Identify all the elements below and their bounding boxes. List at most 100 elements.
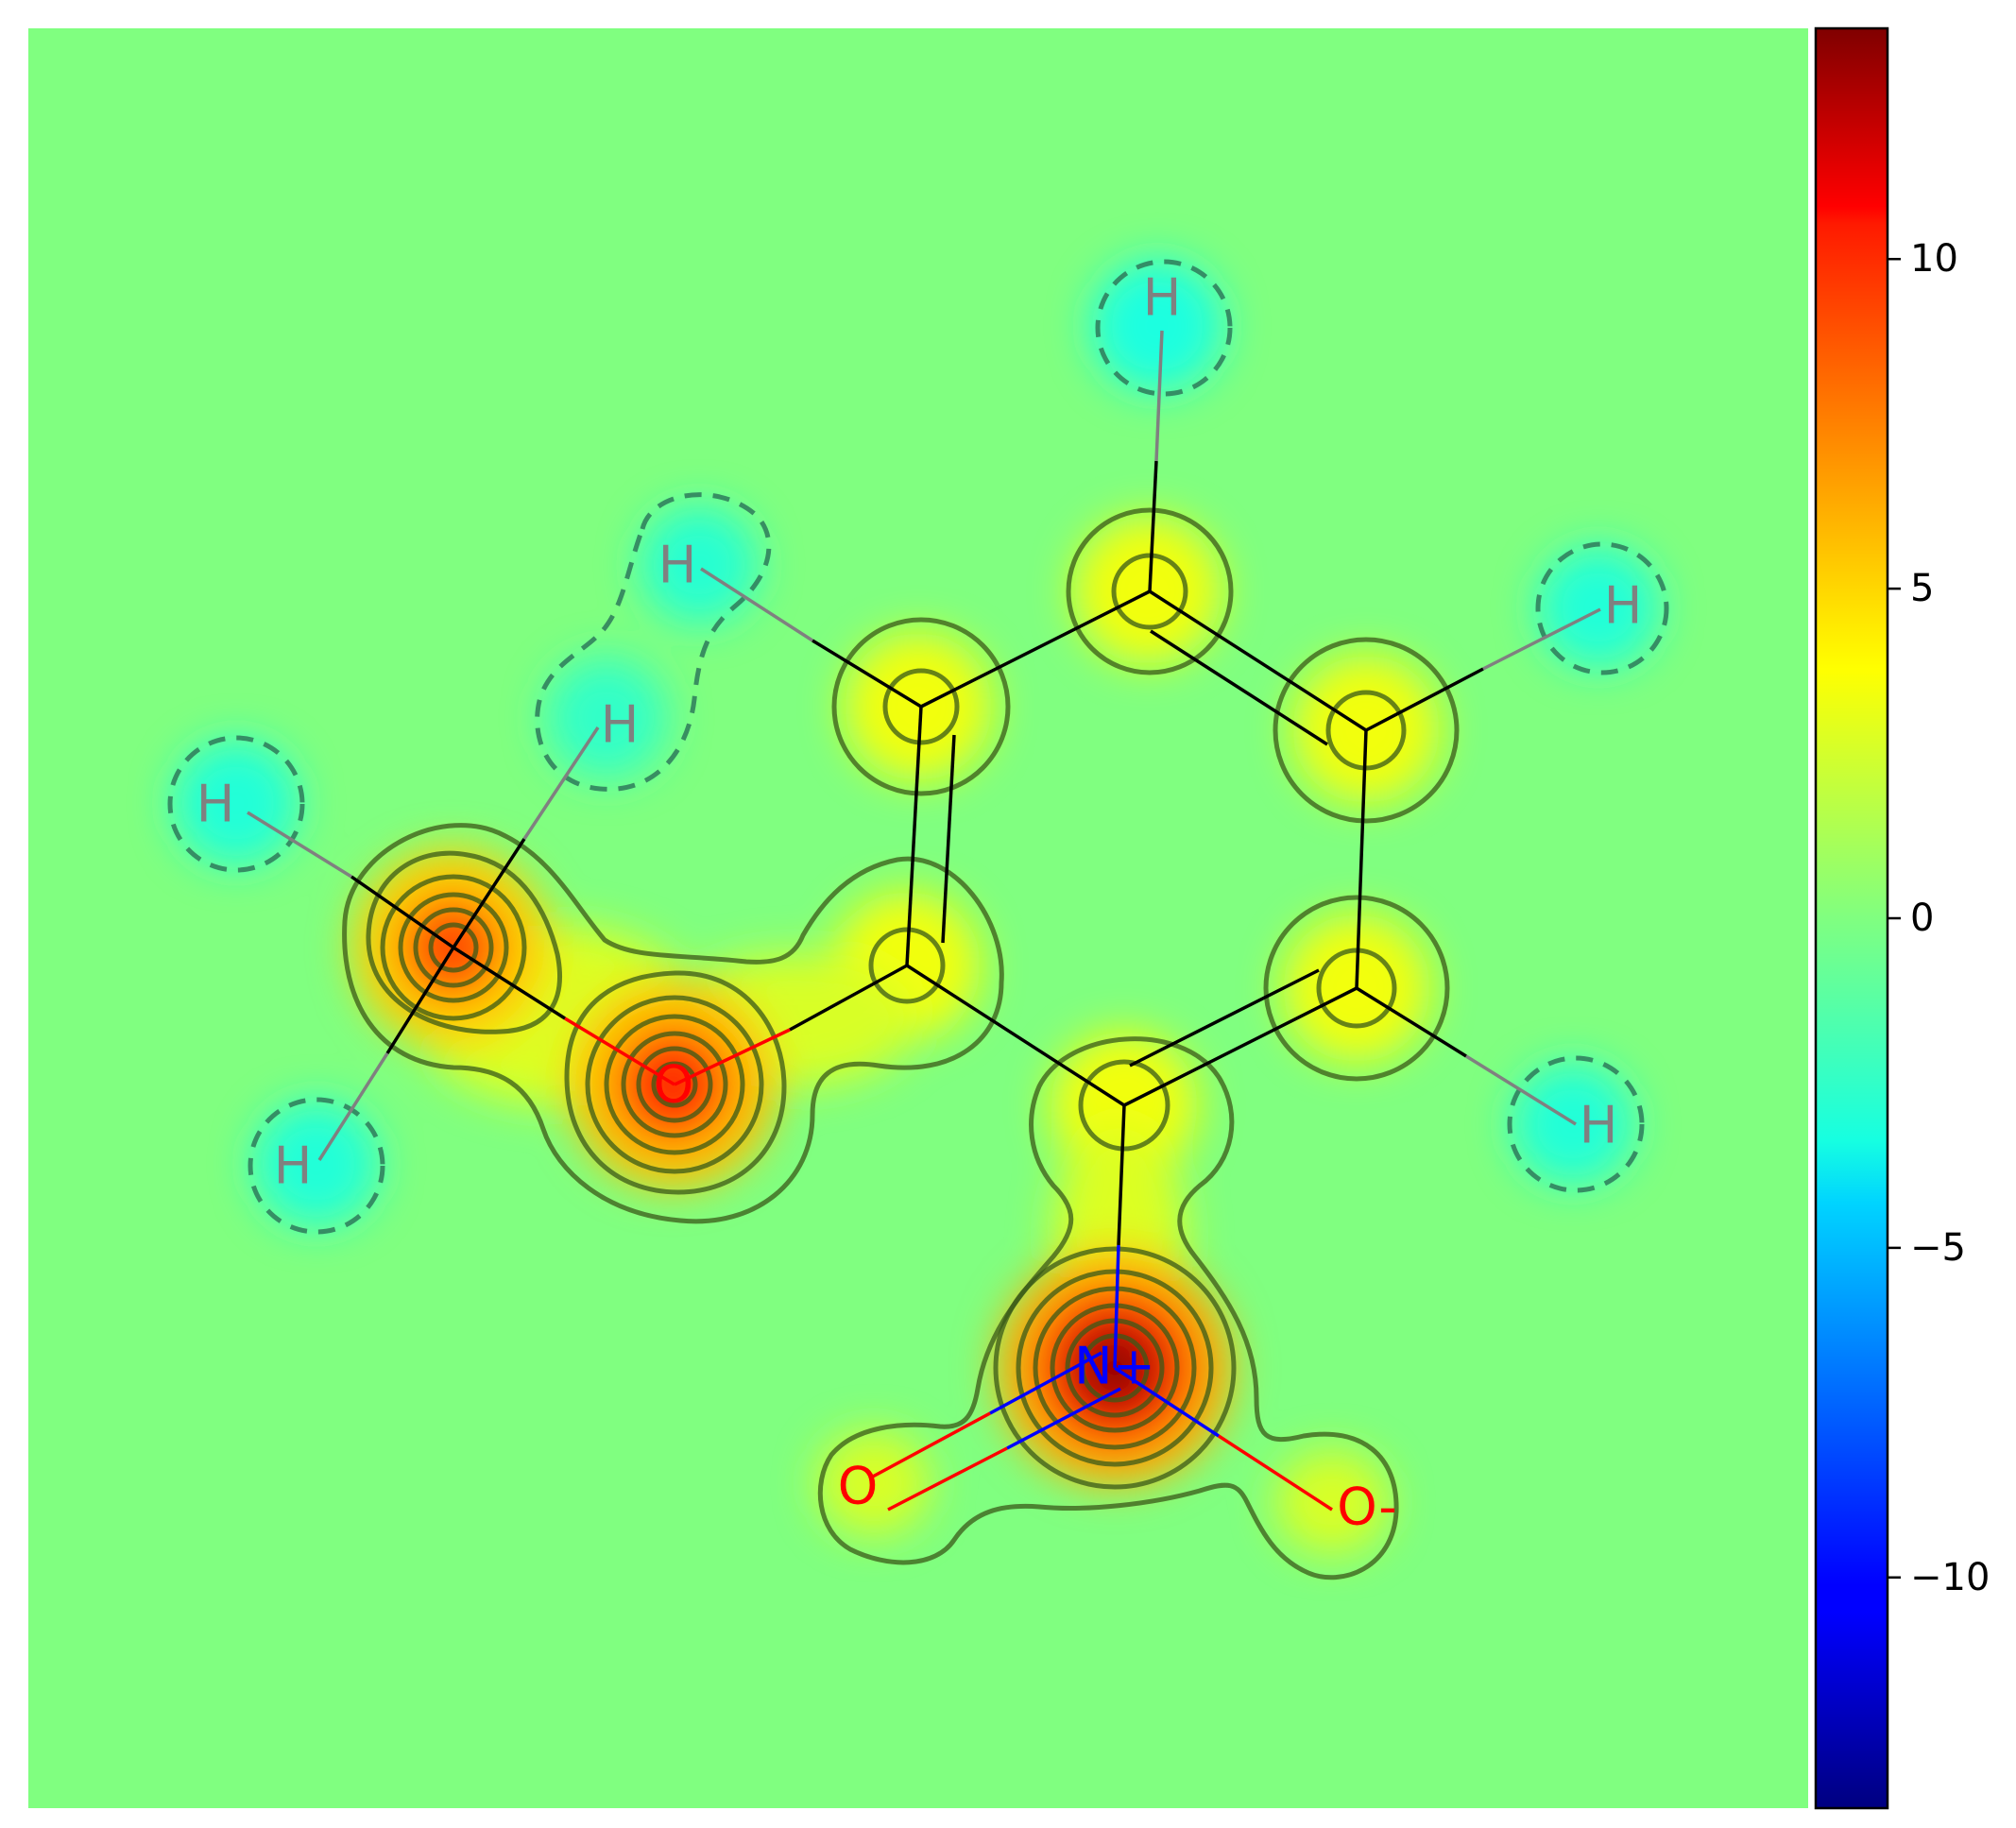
colorbar-tick-label: −5 xyxy=(1910,1226,1966,1270)
contour-nitro-4 xyxy=(1033,1286,1197,1450)
contour-h-ring-left-pair xyxy=(535,492,772,792)
bond-n-o2-blue xyxy=(1114,1366,1220,1438)
atom-label-h-methyl-3: H xyxy=(274,1136,313,1196)
bond-ctop-h-grey xyxy=(1154,330,1164,462)
contour-methyl-6 xyxy=(428,922,479,973)
colorbar-tick-label: 10 xyxy=(1910,237,1958,281)
bond-cring-n-blue xyxy=(1113,1244,1120,1369)
bond-n-o2-red xyxy=(1218,1434,1333,1512)
colorbar-tick-label: 5 xyxy=(1910,567,1934,610)
contour-ether-4 xyxy=(621,1031,728,1138)
bond-cb-h-grey xyxy=(1482,607,1601,671)
heat-h-ring-left xyxy=(641,506,758,624)
bond-ring-c-n xyxy=(1123,986,1358,1107)
contour-nitro-envelope xyxy=(817,1036,1399,1580)
bond-ch3-h1-grey xyxy=(522,726,600,840)
bond-ring-o-a-inner xyxy=(941,734,956,944)
colorbar-ticks: 10 5 0 −5 −10 xyxy=(1888,237,1990,1599)
contour-nitro-3 xyxy=(1016,1269,1214,1467)
contour-h-methyl-2 xyxy=(167,735,305,873)
bond-o-ch3-red xyxy=(564,1017,675,1086)
heat-o-nitro-right xyxy=(1275,1450,1389,1554)
bond-ctop-h-black xyxy=(1148,460,1158,592)
contour-h-right-top xyxy=(1535,541,1669,675)
colorbar-gradient xyxy=(1814,26,1889,1810)
atom-label-o-nitro-1: O xyxy=(838,1457,879,1516)
contour-lines xyxy=(167,259,1669,1580)
contour-methyl-3 xyxy=(380,874,527,1021)
contour-methyl-2 xyxy=(366,850,562,1034)
molecule-skeleton xyxy=(247,330,1601,1512)
colorbar: 10 5 0 −5 −10 xyxy=(1814,26,1990,1810)
atom-label-o-nitro-2: O- xyxy=(1337,1478,1397,1537)
contour-h-right-bottom xyxy=(1507,1055,1645,1193)
bond-cc-h-grey xyxy=(1465,1054,1577,1126)
bond-ch3-h2-black xyxy=(350,875,454,949)
contour-h-top xyxy=(1095,259,1233,397)
bond-ch3-h2-grey xyxy=(247,811,352,879)
contour-ether-1 xyxy=(564,970,787,1195)
atom-label-h-top: H xyxy=(1143,268,1182,328)
contour-c-ring-n-inner xyxy=(1078,1059,1170,1152)
contour-methyl-4 xyxy=(398,892,509,1003)
bond-ca-h-grey xyxy=(700,567,813,642)
atom-labels: H H H H H H H O N+ O O- xyxy=(196,268,1643,1537)
contour-ether-6 xyxy=(651,1061,698,1108)
bond-o-ch3-black xyxy=(453,946,566,1020)
heat-h-top xyxy=(1091,260,1223,392)
heat-field xyxy=(174,260,1659,1554)
bond-ch3-h3-black xyxy=(385,947,455,1054)
colorbar-tick-label: 0 xyxy=(1910,897,1934,940)
bond-ring-n-o xyxy=(906,964,1125,1107)
bond-cring-o-red xyxy=(674,1028,791,1086)
bond-ring-c-n-inner xyxy=(1129,968,1320,1068)
bond-ring-top-b xyxy=(1149,589,1367,732)
atom-label-h-ring-left: H xyxy=(658,536,697,595)
atom-label-h-right-top: H xyxy=(1604,576,1643,636)
contribution-heatmap: H H H H H H H O N+ O O- xyxy=(28,28,1808,1808)
bond-ring-top-a xyxy=(920,589,1151,709)
contour-ether-2 xyxy=(585,995,764,1174)
contour-ether-3 xyxy=(604,1014,745,1155)
contour-c-ring-o-inner xyxy=(868,927,946,1004)
heat-h-right-top xyxy=(1538,547,1659,668)
contour-nitro-2 xyxy=(993,1246,1237,1490)
colorbar-tick-label: −10 xyxy=(1910,1556,1990,1599)
atom-label-h-right-bottom: H xyxy=(1580,1096,1618,1155)
atom-label-h-methyl-1: H xyxy=(601,695,640,755)
bond-cb-h-black xyxy=(1365,667,1484,732)
bond-ring-o-a xyxy=(905,706,923,966)
bond-n-o1-blue-b xyxy=(1006,1387,1121,1450)
heat-o-nitro-left xyxy=(817,1431,931,1535)
contour-c-ring-a-inner xyxy=(882,668,960,745)
atom-label-h-methyl-2: H xyxy=(196,775,235,834)
bond-cring-o-black xyxy=(789,964,908,1032)
heat-c-ring-top xyxy=(1074,517,1222,664)
contour-c-ring-top-inner xyxy=(1111,553,1188,630)
bond-ring-b-c xyxy=(1355,729,1368,989)
bond-n-o1-blue-a xyxy=(989,1351,1102,1415)
bond-ca-h-black xyxy=(812,639,922,709)
bond-ch3-h3-grey xyxy=(317,1052,389,1161)
bond-ring-top-b-inner xyxy=(1150,629,1328,746)
bond-ch3-h1-black xyxy=(452,838,526,948)
contour-ether-5 xyxy=(636,1046,713,1123)
heat-h-methyl-3 xyxy=(254,1102,379,1226)
contour-c-ring-b-outer xyxy=(1273,637,1460,824)
contour-nitro-5 xyxy=(1050,1303,1180,1433)
bond-cc-h-black xyxy=(1356,986,1467,1058)
heat-h-methyl-2 xyxy=(174,741,299,865)
bond-n-o1-red-a xyxy=(870,1411,991,1479)
contour-c-ring-a-outer xyxy=(831,617,1011,796)
atom-label-o-ether: O xyxy=(654,1055,694,1115)
atom-label-n-nitro: N+ xyxy=(1074,1337,1155,1396)
bond-cring-n-black xyxy=(1117,1104,1126,1246)
contour-h-methyl-3 xyxy=(248,1097,385,1235)
negative-contours xyxy=(167,259,1669,1235)
contour-methoxy-envelope xyxy=(342,823,1004,1224)
bond-n-o1-red-b xyxy=(887,1446,1008,1512)
heat-h-methyl-1 xyxy=(546,658,667,778)
contour-c-ring-c-outer xyxy=(1263,895,1450,1082)
contour-methyl-5 xyxy=(413,907,494,988)
